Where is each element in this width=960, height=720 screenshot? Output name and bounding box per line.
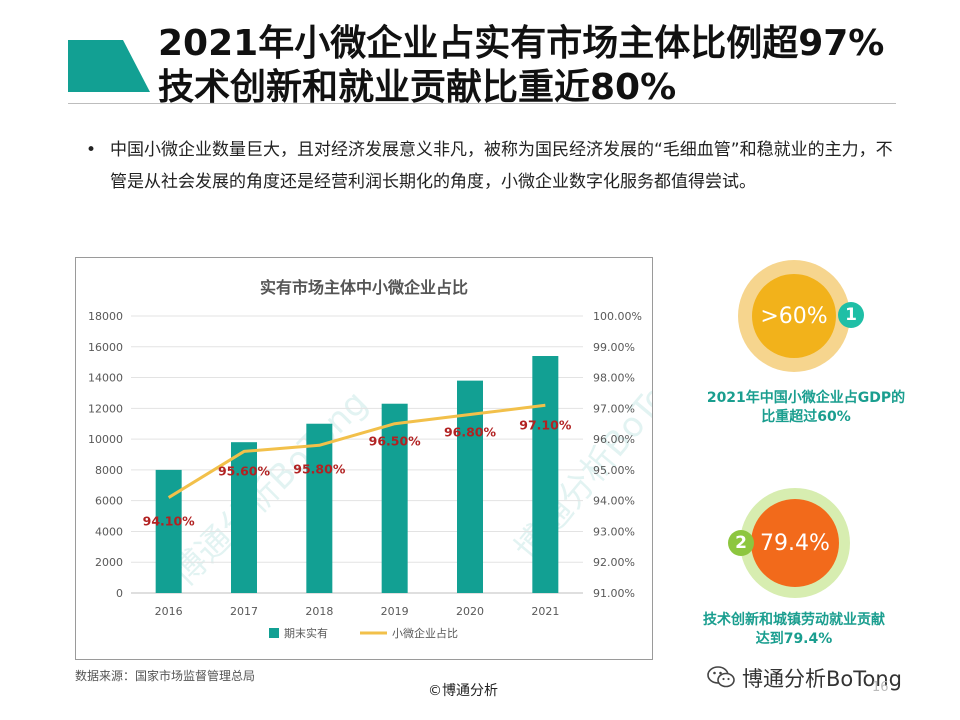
y-right-tick-label: 96.00% [593,433,635,446]
y-right-tick-label: 94.00% [593,495,635,508]
stat-circle-2: 79.4% [751,499,839,587]
y-right-tick-label: 92.00% [593,556,635,569]
wechat-icon [707,666,735,688]
bar [306,423,333,593]
stat-label-1: 2021年中国小微企业占GDP的 比重超过60% [688,389,924,427]
y-right-tick-label: 100.00% [593,310,642,323]
data-label: 96.50% [369,434,422,449]
stat-label-2: 技术创新和城镇劳动就业贡献 达到79.4% [676,611,912,649]
data-label: 94.10% [143,514,196,529]
x-tick-label: 2019 [381,605,409,618]
x-tick-label: 2016 [155,605,183,618]
data-label: 95.60% [218,463,271,478]
stat-circle-1: >60% [752,274,836,358]
stat-value-2: 79.4% [760,530,830,556]
data-label: 97.10% [519,417,572,432]
y-left-tick-label: 4000 [95,525,123,538]
title-accent-shape [68,40,150,92]
stat-badge-1: 1 [838,302,864,328]
page-title-line2: 技术创新和就业贡献比重近80% [158,67,677,108]
legend-swatch-bar [269,628,279,638]
bullet-marker: • [86,140,97,160]
stat-label-1-line1: 2021年中国小微企业占GDP的 [706,390,906,406]
x-tick-label: 2017 [230,605,258,618]
bullet-text: 中国小微企业数量巨大，且对经济发展意义非凡，被称为国民经济发展的“毛细血管”和稳… [110,140,893,192]
bar [231,442,257,593]
y-right-tick-label: 93.00% [593,525,635,538]
x-tick-label: 2021 [531,605,559,618]
x-tick-label: 2020 [456,605,484,618]
page-title: 2021年小微企业占实有市场主体比例超97% 技术创新和就业贡献比重近80% [158,22,948,110]
legend-label: 期末实有 [284,626,328,640]
chart-svg: 实有市场主体中小微企业占比 博通分析BoTong 博通分析BoTong 94.1… [88,278,652,640]
y-right-tick-label: 99.00% [593,341,635,354]
y-left-tick-label: 6000 [95,495,123,508]
y-left-tick-label: 2000 [95,556,123,569]
stat-value-1: >60% [760,303,828,329]
data-label: 95.80% [293,461,346,476]
page-title-line1: 2021年小微企业占实有市场主体比例超97% [158,23,885,64]
data-source: 数据来源：国家市场监督管理总局 [75,669,256,683]
bar [155,469,182,593]
title-divider [68,103,896,104]
chart-container: 实有市场主体中小微企业占比 博通分析BoTong 博通分析BoTong 94.1… [75,257,653,660]
y-left-tick-label: 0 [116,587,123,600]
y-right-tick-label: 97.00% [593,402,635,415]
stat-label-2-line2: 达到79.4% [755,631,833,647]
y-left-tick-label: 8000 [95,464,123,477]
y-left-tick-label: 16000 [88,341,123,354]
bar [532,356,559,593]
y-left-tick-label: 18000 [88,310,123,323]
y-right-tick-label: 95.00% [593,464,635,477]
y-left-tick-label: 10000 [88,433,123,446]
y-left-tick-label: 14000 [88,372,123,385]
y-right-tick-label: 91.00% [593,587,635,600]
y-right-tick-label: 98.00% [593,372,635,385]
series-line [167,403,546,499]
stat-badge-2: 2 [728,530,754,556]
data-label: 96.80% [444,424,497,439]
legend-label: 小微企业占比 [392,626,458,640]
page-number: 16 [872,680,889,695]
stat-label-1-line2: 比重超过60% [761,409,851,425]
x-tick-label: 2018 [305,605,333,618]
chart-title: 实有市场主体中小微企业占比 [260,278,468,297]
copyright: ©博通分析 [428,683,498,699]
stat-label-2-line1: 技术创新和城镇劳动就业贡献 [703,612,885,628]
y-left-tick-label: 12000 [88,402,123,415]
bar [381,403,408,593]
brand-watermark: 博通分析BoTong [742,667,903,691]
